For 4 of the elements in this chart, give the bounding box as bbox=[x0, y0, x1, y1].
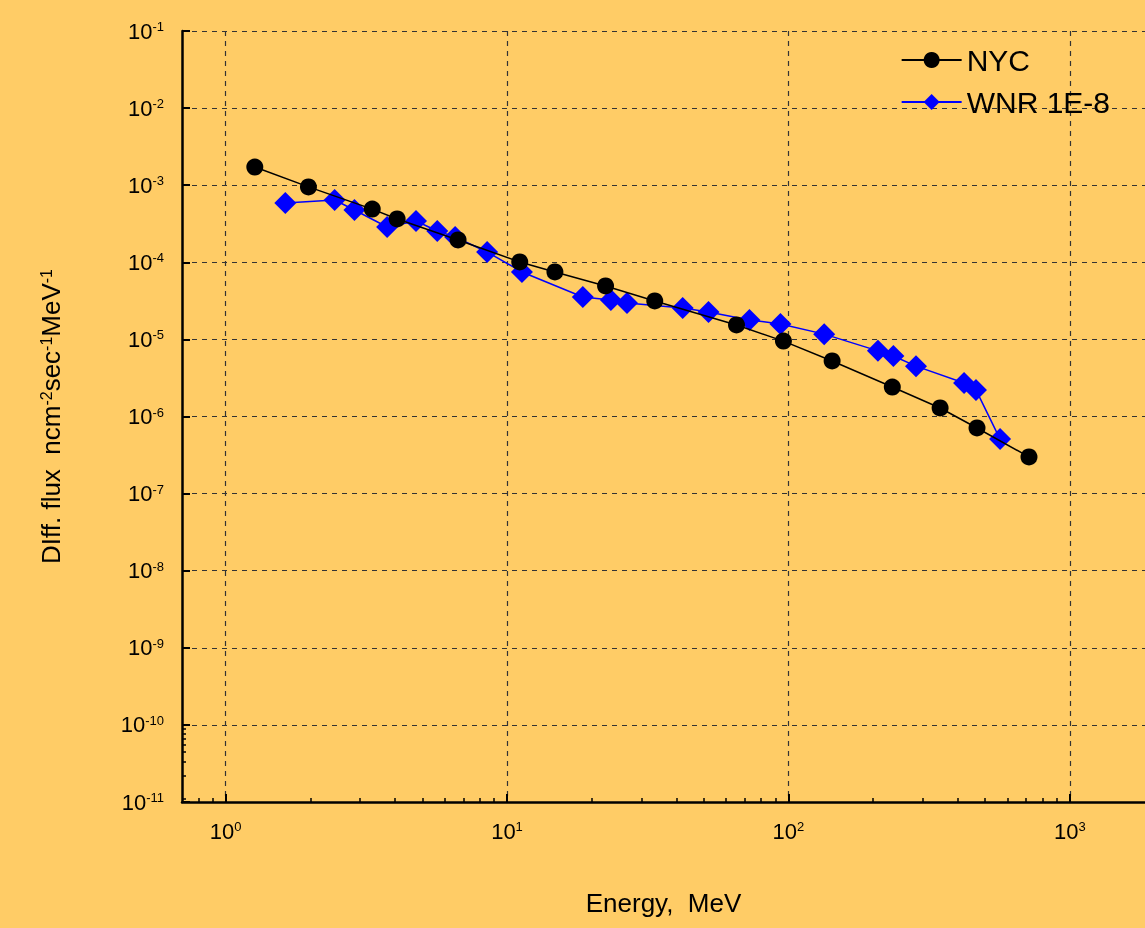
legend-label: NYC bbox=[966, 43, 1030, 77]
x-axis-title: Energy, MeV bbox=[585, 888, 742, 918]
legend-label: WNR 1E-8 bbox=[966, 85, 1111, 119]
y-axis-title: DIff. flux ncm-2sec-1MeV-1 bbox=[36, 268, 66, 565]
